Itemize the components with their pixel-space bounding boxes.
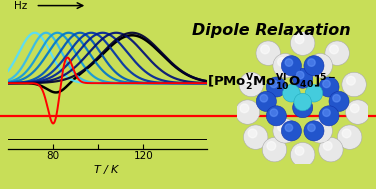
Circle shape <box>239 72 264 97</box>
Circle shape <box>277 57 287 66</box>
Circle shape <box>308 59 315 66</box>
Circle shape <box>270 80 277 88</box>
Circle shape <box>283 84 300 102</box>
Circle shape <box>256 41 280 65</box>
Circle shape <box>342 72 366 97</box>
Circle shape <box>305 84 323 102</box>
Circle shape <box>304 56 324 76</box>
Circle shape <box>273 119 297 143</box>
Circle shape <box>346 100 370 124</box>
Circle shape <box>290 143 315 167</box>
Circle shape <box>333 94 340 102</box>
Circle shape <box>290 31 315 55</box>
Text: Dipole Relaxation: Dipole Relaxation <box>192 23 351 38</box>
Circle shape <box>266 77 287 97</box>
Circle shape <box>244 76 253 85</box>
Circle shape <box>295 146 304 155</box>
Circle shape <box>248 129 257 138</box>
Circle shape <box>308 53 332 78</box>
Circle shape <box>235 100 260 124</box>
Circle shape <box>304 121 324 141</box>
Circle shape <box>285 124 293 132</box>
Circle shape <box>256 91 276 112</box>
Circle shape <box>330 45 338 54</box>
Circle shape <box>313 57 321 66</box>
Circle shape <box>293 98 313 118</box>
Circle shape <box>244 125 268 149</box>
Circle shape <box>342 129 351 138</box>
Circle shape <box>308 124 315 132</box>
Circle shape <box>267 142 276 150</box>
Text: Hz: Hz <box>14 1 27 11</box>
Circle shape <box>319 77 339 97</box>
Circle shape <box>308 119 332 143</box>
Circle shape <box>262 137 287 162</box>
Circle shape <box>323 142 332 150</box>
Circle shape <box>313 123 321 132</box>
Circle shape <box>285 59 293 66</box>
Circle shape <box>293 68 313 88</box>
Circle shape <box>323 109 330 116</box>
Circle shape <box>240 104 249 113</box>
Circle shape <box>281 56 302 76</box>
Circle shape <box>260 94 268 102</box>
Circle shape <box>319 106 339 126</box>
X-axis label: $T$ / K: $T$ / K <box>93 163 121 176</box>
Circle shape <box>323 80 330 88</box>
Circle shape <box>277 123 287 132</box>
Circle shape <box>296 101 304 108</box>
Circle shape <box>318 137 343 162</box>
Circle shape <box>350 104 359 113</box>
Circle shape <box>294 93 311 111</box>
Circle shape <box>281 121 302 141</box>
Text: $\mathbf{[PMo^{V}_{2}Mo^{VI}_{10}O_{40}]^{5-}}$: $\mathbf{[PMo^{V}_{2}Mo^{VI}_{10}O_{40}]… <box>207 73 336 93</box>
Circle shape <box>266 106 287 126</box>
Circle shape <box>295 35 304 44</box>
Circle shape <box>338 125 362 149</box>
Circle shape <box>325 41 349 65</box>
Circle shape <box>270 109 277 116</box>
Circle shape <box>296 71 304 79</box>
Circle shape <box>329 91 349 112</box>
Circle shape <box>273 53 297 78</box>
Circle shape <box>261 45 270 54</box>
Circle shape <box>347 76 355 85</box>
